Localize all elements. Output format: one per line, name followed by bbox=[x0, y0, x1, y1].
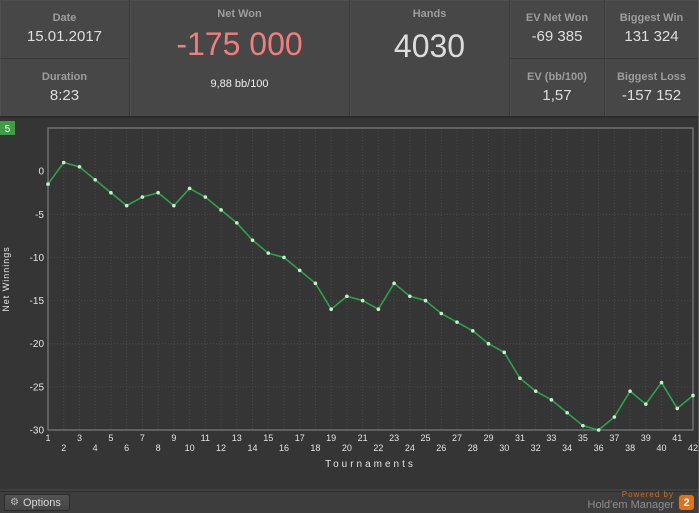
svg-text:20: 20 bbox=[342, 443, 352, 453]
svg-text:Tournaments: Tournaments bbox=[325, 459, 416, 470]
svg-text:Net Winnings: Net Winnings bbox=[1, 246, 11, 312]
brand-name: Hold'em Manager bbox=[587, 499, 674, 511]
svg-text:17: 17 bbox=[295, 433, 305, 443]
options-gear-icon: ⚙ bbox=[10, 496, 19, 508]
stats-col-date: Date 15.01.2017 Duration 8:23 bbox=[0, 0, 130, 116]
ev-net-won-value: -69 385 bbox=[531, 28, 583, 46]
svg-text:-5: -5 bbox=[35, 210, 44, 221]
svg-text:2: 2 bbox=[61, 443, 66, 453]
svg-text:13: 13 bbox=[232, 433, 242, 443]
svg-text:19: 19 bbox=[326, 433, 336, 443]
svg-text:8: 8 bbox=[156, 443, 161, 453]
status-bar: ⚙ Options bbox=[0, 491, 698, 513]
stats-col-hands: Hands 4030 bbox=[350, 0, 510, 116]
svg-text:6: 6 bbox=[124, 443, 129, 453]
stats-col-biggest: Biggest Win 131 324 Biggest Loss -157 15… bbox=[605, 0, 698, 116]
svg-text:42: 42 bbox=[688, 443, 698, 453]
svg-text:30: 30 bbox=[499, 443, 509, 453]
svg-text:10: 10 bbox=[185, 443, 195, 453]
svg-text:34: 34 bbox=[562, 443, 572, 453]
stat-biggest-loss: Biggest Loss -157 152 bbox=[605, 59, 698, 117]
winnings-chart: 50-5-10-15-20-25-30123456789101112131415… bbox=[0, 121, 698, 470]
svg-text:29: 29 bbox=[483, 433, 493, 443]
svg-text:16: 16 bbox=[279, 443, 289, 453]
svg-text:38: 38 bbox=[625, 443, 635, 453]
svg-text:26: 26 bbox=[436, 443, 446, 453]
stat-biggest-win: Biggest Win 131 324 bbox=[605, 0, 698, 59]
svg-text:18: 18 bbox=[310, 443, 320, 453]
svg-text:37: 37 bbox=[609, 433, 619, 443]
hands-label: Hands bbox=[412, 8, 447, 20]
svg-text:7: 7 bbox=[140, 433, 145, 443]
svg-text:15: 15 bbox=[263, 433, 273, 443]
winnings-chart-panel: 5 0 -5 -10 -15 -20 -25 -30 1 2 3 4 5 6 7 8 9 10 11 12 13 14 15… bbox=[0, 118, 698, 489]
date-value: 15.01.2017 bbox=[26, 28, 103, 46]
svg-text:25: 25 bbox=[421, 433, 431, 443]
svg-text:21: 21 bbox=[358, 433, 368, 443]
svg-text:14: 14 bbox=[248, 443, 258, 453]
date-label: Date bbox=[52, 12, 77, 25]
svg-text:22: 22 bbox=[373, 443, 383, 453]
net-won-label: Net Won bbox=[217, 8, 262, 20]
svg-text:-20: -20 bbox=[30, 339, 45, 350]
svg-text:4: 4 bbox=[93, 443, 98, 453]
options-button[interactable]: ⚙ Options bbox=[4, 494, 70, 511]
biggest-win-label: Biggest Win bbox=[619, 12, 684, 25]
stat-ev-net-won: EV Net Won -69 385 bbox=[510, 0, 604, 59]
svg-text:11: 11 bbox=[201, 433, 210, 443]
stat-date: Date 15.01.2017 bbox=[0, 0, 129, 59]
svg-text:-25: -25 bbox=[30, 382, 45, 393]
svg-text:24: 24 bbox=[405, 443, 415, 453]
powered-by-text: Powered by bbox=[621, 490, 674, 499]
stats-col-ev: EV Net Won -69 385 EV (bb/100) 1,57 bbox=[510, 0, 605, 116]
stat-duration: Duration 8:23 bbox=[0, 59, 129, 117]
ev-bb100-value: 1,57 bbox=[542, 86, 572, 104]
duration-value: 8:23 bbox=[49, 86, 80, 104]
net-won-value: -175 000 bbox=[176, 26, 303, 62]
ev-net-won-label: EV Net Won bbox=[525, 12, 589, 25]
svg-text:27: 27 bbox=[452, 433, 462, 443]
biggest-loss-value: -157 152 bbox=[621, 86, 682, 104]
svg-text:23: 23 bbox=[389, 433, 399, 443]
svg-text:1: 1 bbox=[45, 433, 50, 443]
biggest-loss-label: Biggest Loss bbox=[616, 70, 687, 83]
powered-by-block: Powered by Hold'em Manager bbox=[588, 490, 674, 511]
stats-col-networn: Net Won -175 000 9,88 bb/100 bbox=[130, 0, 350, 116]
hands-value: 4030 bbox=[393, 28, 466, 64]
biggest-win-value: 131 324 bbox=[624, 28, 679, 46]
svg-text:36: 36 bbox=[594, 443, 604, 453]
bb100-value: 9,88 bb/100 bbox=[210, 78, 269, 90]
svg-text:0: 0 bbox=[38, 167, 44, 178]
duration-label: Duration bbox=[41, 70, 88, 83]
stat-net-won: Net Won -175 000 9,88 bb/100 bbox=[130, 0, 349, 116]
stat-hands: Hands 4030 bbox=[350, 0, 509, 116]
svg-text:32: 32 bbox=[531, 443, 541, 453]
svg-text:-30: -30 bbox=[30, 426, 45, 437]
svg-text:5: 5 bbox=[108, 433, 113, 443]
svg-text:31: 31 bbox=[515, 433, 525, 443]
options-button-label: Options bbox=[22, 496, 61, 509]
svg-text:-10: -10 bbox=[30, 253, 45, 264]
svg-text:12: 12 bbox=[216, 443, 226, 453]
svg-text:-15: -15 bbox=[30, 296, 45, 307]
hm2-logo-icon: 2 bbox=[679, 495, 694, 510]
svg-text:9: 9 bbox=[171, 433, 176, 443]
svg-text:28: 28 bbox=[468, 443, 478, 453]
svg-text:35: 35 bbox=[578, 433, 588, 443]
session-stats-panel: Date 15.01.2017 Duration 8:23 Net Won -1… bbox=[0, 0, 698, 118]
svg-text:5: 5 bbox=[5, 124, 11, 135]
stat-ev-bb100: EV (bb/100) 1,57 bbox=[510, 59, 604, 117]
ev-bb100-label: EV (bb/100) bbox=[527, 70, 587, 83]
svg-text:41: 41 bbox=[672, 433, 682, 443]
svg-text:3: 3 bbox=[77, 433, 82, 443]
svg-text:39: 39 bbox=[641, 433, 651, 443]
svg-text:33: 33 bbox=[546, 433, 556, 443]
svg-text:40: 40 bbox=[657, 443, 667, 453]
